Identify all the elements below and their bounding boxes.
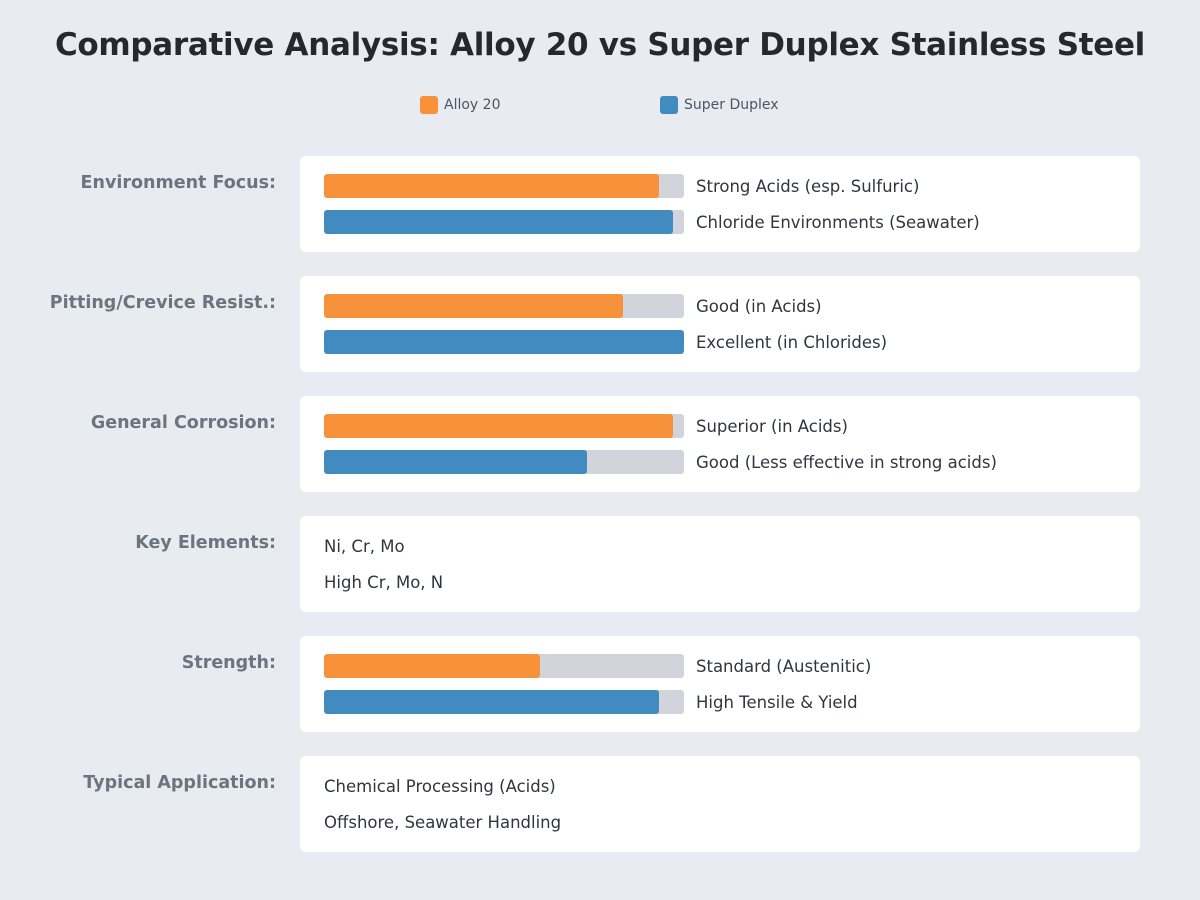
row-line-super-duplex: High Tensile & Yield <box>324 690 858 714</box>
bar-super-duplex <box>324 690 659 714</box>
row-card-pitting-crevice-resist: Good (in Acids) Excellent (in Chlorides) <box>300 276 1140 372</box>
bar-super-duplex <box>324 210 673 234</box>
legend-item-super-duplex: Super Duplex <box>660 96 779 114</box>
row-label-pitting-crevice-resist: Pitting/Crevice Resist.: <box>49 293 276 313</box>
bar-label-alloy-20: Strong Acids (esp. Sulfuric) <box>696 176 920 196</box>
row-line-super-duplex: High Cr, Mo, N <box>324 570 443 594</box>
row-line-alloy-20: Good (in Acids) <box>324 294 822 318</box>
legend-swatch-super-duplex <box>660 96 678 114</box>
bar-label-alloy-20: Good (in Acids) <box>696 296 822 316</box>
legend-label-alloy-20: Alloy 20 <box>444 97 501 113</box>
row-line-super-duplex: Offshore, Seawater Handling <box>324 810 561 834</box>
row-label-general-corrosion: General Corrosion: <box>90 413 276 433</box>
value-text-super-duplex: High Cr, Mo, N <box>324 572 444 592</box>
bar-label-super-duplex: Good (Less effective in strong acids) <box>696 452 997 472</box>
bar-track-alloy-20 <box>324 294 684 318</box>
value-text-super-duplex: Offshore, Seawater Handling <box>324 812 562 832</box>
legend: Alloy 20 Super Duplex <box>0 96 1200 114</box>
row-line-super-duplex: Good (Less effective in strong acids) <box>324 450 997 474</box>
row-line-alloy-20: Standard (Austenitic) <box>324 654 871 678</box>
bar-track-super-duplex <box>324 690 684 714</box>
row-line-alloy-20: Chemical Processing (Acids) <box>324 774 556 798</box>
bar-track-alloy-20 <box>324 414 684 438</box>
bar-alloy-20 <box>324 654 540 678</box>
row-line-alloy-20: Superior (in Acids) <box>324 414 848 438</box>
bar-label-super-duplex: High Tensile & Yield <box>696 692 858 712</box>
bar-label-super-duplex: Excellent (in Chlorides) <box>696 332 888 352</box>
legend-item-alloy-20: Alloy 20 <box>420 96 500 114</box>
row-card-general-corrosion: Superior (in Acids) Good (Less effective … <box>300 396 1140 492</box>
row-line-super-duplex: Chloride Environments (Seawater) <box>324 210 980 234</box>
legend-label-super-duplex: Super Duplex <box>684 97 779 113</box>
bar-super-duplex <box>324 330 684 354</box>
row-line-alloy-20: Strong Acids (esp. Sulfuric) <box>324 174 919 198</box>
row-card-environment-focus: Strong Acids (esp. Sulfuric) Chloride Env… <box>300 156 1140 252</box>
value-text-alloy-20: Chemical Processing (Acids) <box>324 776 556 796</box>
bar-label-alloy-20: Superior (in Acids) <box>696 416 848 436</box>
bar-alloy-20 <box>324 174 659 198</box>
row-label-key-elements: Key Elements: <box>135 533 276 553</box>
row-label-environment-focus: Environment Focus: <box>80 173 276 193</box>
bar-track-alloy-20 <box>324 174 684 198</box>
bar-super-duplex <box>324 450 587 474</box>
bar-label-super-duplex: Chloride Environments (Seawater) <box>696 212 980 232</box>
bar-track-alloy-20 <box>324 654 684 678</box>
bar-track-super-duplex <box>324 450 684 474</box>
bar-alloy-20 <box>324 294 623 318</box>
bar-alloy-20 <box>324 414 673 438</box>
row-card-strength: Standard (Austenitic) High Tensile & Yiel… <box>300 636 1140 732</box>
chart-title: Comparative Analysis: Alloy 20 vs Super … <box>54 27 1146 63</box>
bar-track-super-duplex <box>324 330 684 354</box>
bar-track-super-duplex <box>324 210 684 234</box>
value-text-alloy-20: Ni, Cr, Mo <box>324 536 405 556</box>
row-label-strength: Strength: <box>181 653 276 673</box>
row-line-alloy-20: Ni, Cr, Mo <box>324 534 405 558</box>
legend-swatch-alloy-20 <box>420 96 438 114</box>
row-label-typical-application: Typical Application: <box>83 773 276 793</box>
row-card-key-elements: Ni, Cr, Mo High Cr, Mo, N <box>300 516 1140 612</box>
row-line-super-duplex: Excellent (in Chlorides) <box>324 330 887 354</box>
row-card-typical-application: Chemical Processing (Acids) Offshore, Sea… <box>300 756 1140 852</box>
bar-label-alloy-20: Standard (Austenitic) <box>696 656 872 676</box>
